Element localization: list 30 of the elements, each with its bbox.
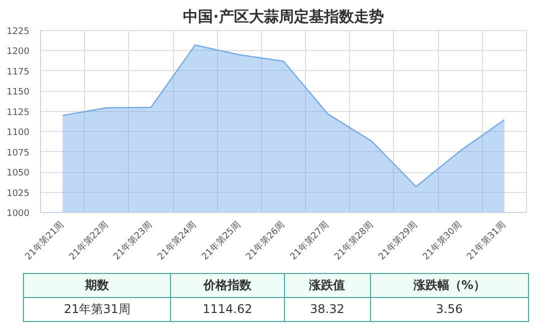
y-tick-label: 1100 xyxy=(6,128,30,138)
x-tick-label: 21年第26周 xyxy=(244,219,288,262)
text: 价格指数 xyxy=(170,274,284,298)
y-tick-label: 1150 xyxy=(6,88,30,98)
y-tick-label: 1050 xyxy=(6,168,30,179)
chart-title: 中国·产区大蒜周定基指数走势 xyxy=(183,8,384,26)
y-tick-label: 1225 xyxy=(6,27,30,37)
x-tick-label: 21年第28周 xyxy=(332,219,376,262)
x-tick-label: 21年第25周 xyxy=(200,219,243,262)
x-tick-label: 21年第24周 xyxy=(156,219,199,262)
text: 3.56 xyxy=(370,298,528,322)
text: 21年第31周 xyxy=(24,298,171,322)
text: 1114.62 xyxy=(170,298,284,322)
text: 涨跌幅（%） xyxy=(370,274,528,298)
x-tick-label: 21年第31周 xyxy=(464,219,508,262)
y-tick-label: 1000 xyxy=(6,209,30,219)
x-tick-label: 21年第30周 xyxy=(420,219,464,262)
x-tick-label: 21年第23周 xyxy=(111,219,154,262)
x-tick-label: 21年第22周 xyxy=(67,219,110,262)
y-tick-label: 1025 xyxy=(6,188,30,199)
y-tick-label: 1200 xyxy=(6,47,30,58)
y-tick-label: 1125 xyxy=(6,108,30,118)
y-tick-label: 1075 xyxy=(6,148,30,158)
y-tick-label: 1175 xyxy=(6,67,30,78)
x-tick-label: 21年第29周 xyxy=(376,219,420,262)
text: 涨跌值 xyxy=(284,274,370,298)
text: 期数 xyxy=(24,274,171,298)
x-tick-label: 21年第27周 xyxy=(288,219,332,262)
x-tick-label: 21年第21周 xyxy=(23,219,66,262)
text: 38.32 xyxy=(284,298,370,322)
